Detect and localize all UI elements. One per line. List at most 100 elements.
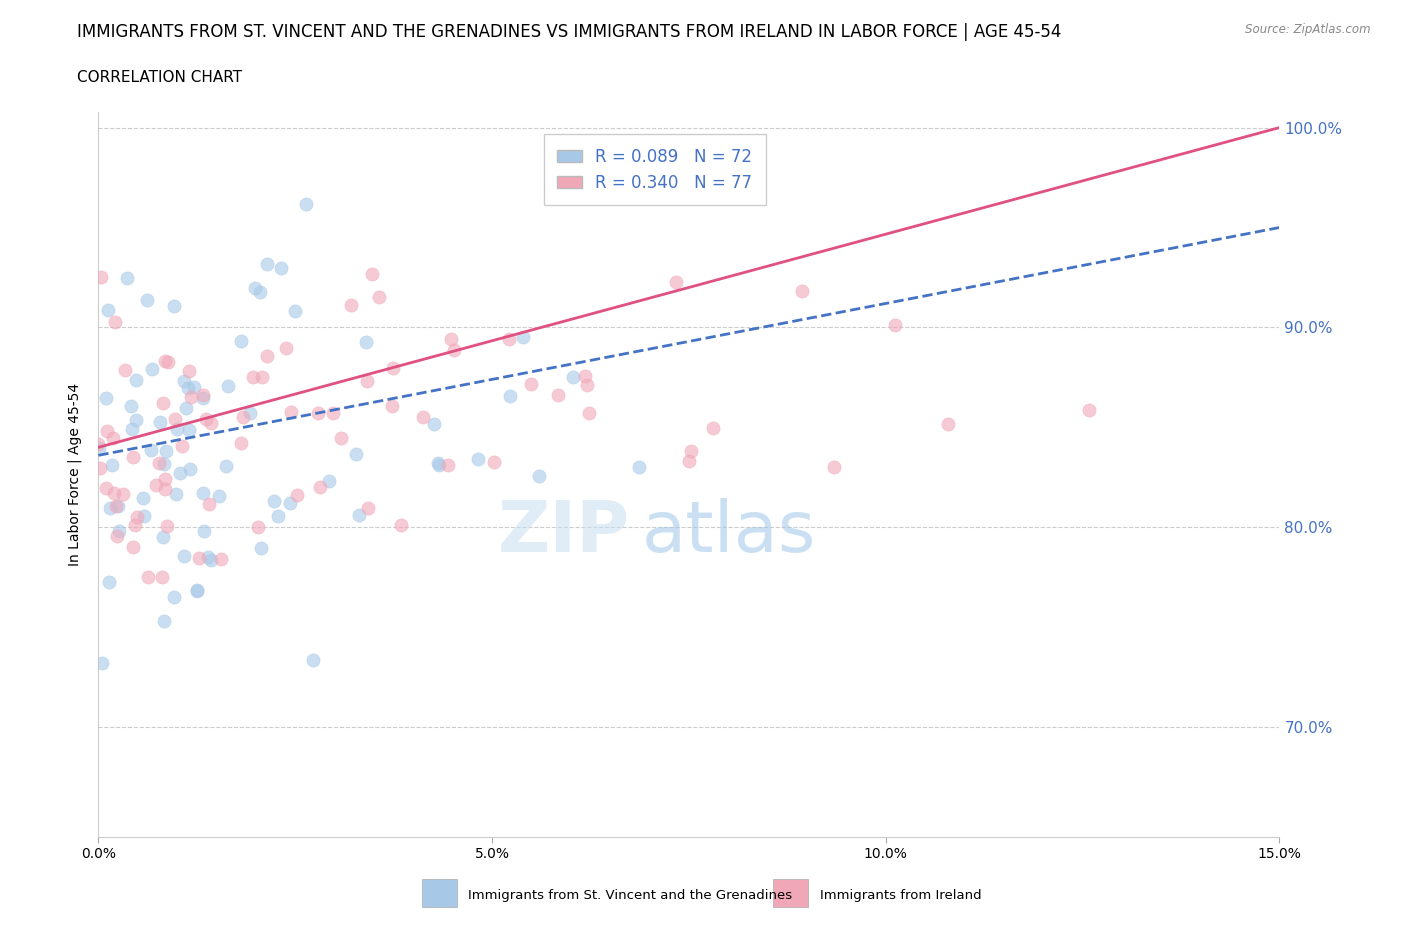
Point	[200, 553, 222, 568]
Point	[256, 256, 278, 271]
Point	[124, 412, 146, 427]
Text: Immigrants from Ireland: Immigrants from Ireland	[820, 889, 981, 901]
Point	[498, 331, 520, 346]
Bar	[773, 879, 808, 907]
Point	[104, 314, 127, 329]
Point	[120, 398, 142, 413]
Text: atlas: atlas	[641, 498, 815, 566]
Point	[107, 524, 129, 538]
Point	[197, 497, 219, 512]
Point	[512, 329, 534, 344]
Point	[285, 487, 308, 502]
Point	[94, 480, 117, 495]
Text: CORRELATION CHART: CORRELATION CHART	[77, 70, 242, 85]
Point	[152, 529, 174, 544]
Text: ZIP: ZIP	[498, 498, 630, 566]
Point	[193, 485, 215, 500]
Point	[163, 299, 186, 313]
Point	[278, 496, 301, 511]
Point	[139, 443, 162, 458]
Point	[239, 405, 262, 420]
Point	[229, 334, 252, 349]
Point	[138, 569, 160, 584]
Point	[329, 431, 352, 445]
Point	[105, 498, 128, 513]
Point	[186, 582, 208, 597]
Point	[256, 348, 278, 363]
Point	[152, 396, 174, 411]
Point	[135, 292, 157, 307]
Point	[127, 510, 149, 525]
Point	[188, 551, 211, 565]
Point	[361, 267, 384, 282]
Point	[520, 377, 543, 392]
Point	[284, 303, 307, 318]
Point	[823, 459, 845, 474]
Point	[174, 401, 197, 416]
Point	[232, 410, 254, 425]
Point	[574, 368, 596, 383]
Point	[344, 446, 367, 461]
Point	[193, 391, 215, 405]
Point	[149, 415, 172, 430]
Point	[183, 379, 205, 394]
Text: Source: ZipAtlas.com: Source: ZipAtlas.com	[1246, 23, 1371, 36]
Point	[547, 387, 569, 402]
Point	[389, 518, 412, 533]
Point	[443, 342, 465, 357]
Point	[576, 378, 599, 392]
Point	[578, 405, 600, 420]
Point	[122, 449, 145, 464]
Point	[165, 486, 187, 501]
Text: IMMIGRANTS FROM ST. VINCENT AND THE GRENADINES VS IMMIGRANTS FROM IRELAND IN LAB: IMMIGRANTS FROM ST. VINCENT AND THE GREN…	[77, 23, 1062, 41]
Point	[87, 441, 110, 456]
Point	[381, 399, 404, 414]
Point	[250, 369, 273, 384]
Point	[173, 549, 195, 564]
Point	[172, 438, 194, 453]
Point	[179, 364, 201, 379]
Point	[177, 422, 200, 437]
Point	[322, 405, 344, 420]
Point	[229, 435, 252, 450]
Point	[96, 423, 118, 438]
Point	[318, 473, 340, 488]
Point	[427, 456, 450, 471]
Point	[309, 479, 332, 494]
Point	[111, 486, 134, 501]
Point	[678, 454, 700, 469]
Point	[280, 405, 302, 419]
Point	[115, 271, 138, 286]
Point	[679, 444, 702, 458]
Point	[193, 387, 215, 402]
Text: Immigrants from St. Vincent and the Grenadines: Immigrants from St. Vincent and the Gren…	[468, 889, 793, 901]
Point	[152, 569, 174, 584]
Point	[132, 490, 155, 505]
Point	[356, 374, 378, 389]
Point	[153, 482, 176, 497]
Point	[349, 508, 371, 523]
Point	[246, 520, 269, 535]
Point	[250, 540, 273, 555]
Legend: R = 0.089   N = 72, R = 0.340   N = 77: R = 0.089 N = 72, R = 0.340 N = 77	[544, 135, 766, 206]
Point	[157, 354, 180, 369]
Point	[87, 436, 110, 451]
Point	[665, 274, 688, 289]
Point	[125, 372, 148, 387]
Point	[628, 460, 651, 475]
Point	[107, 498, 129, 513]
Point	[302, 653, 325, 668]
Point	[263, 494, 285, 509]
Point	[193, 524, 215, 538]
Point	[153, 457, 176, 472]
Point	[356, 500, 378, 515]
Point	[200, 415, 222, 430]
Point	[155, 444, 177, 458]
Point	[98, 575, 121, 590]
Point	[179, 462, 201, 477]
Point	[276, 341, 298, 356]
Point	[412, 409, 434, 424]
Point	[153, 472, 176, 486]
Point	[163, 411, 186, 426]
Point	[215, 459, 238, 474]
